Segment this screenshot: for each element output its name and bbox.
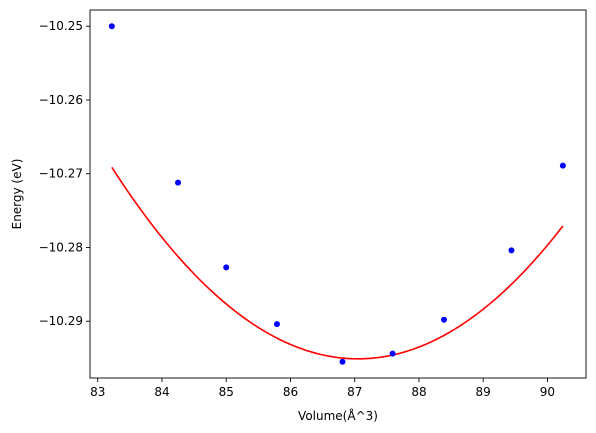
y-tick-label: −10.29 — [39, 314, 83, 328]
y-axis-label: Energy (eV) — [10, 159, 24, 230]
x-tick-label: 88 — [411, 385, 426, 399]
data-point — [559, 162, 566, 169]
data-point — [108, 23, 115, 30]
data-point — [223, 264, 230, 271]
data-point — [273, 321, 280, 328]
x-tick-label: 87 — [347, 385, 362, 399]
x-axis-ticks: 83 84 85 86 87 88 89 90 — [90, 378, 555, 399]
x-tick-label: 86 — [283, 385, 298, 399]
y-tick-label: −10.28 — [39, 240, 83, 254]
data-point — [389, 350, 396, 357]
x-tick-label: 84 — [154, 385, 169, 399]
plot-area — [90, 10, 586, 378]
x-axis-label: Volume(Å^3) — [298, 408, 378, 423]
fit-curve — [111, 166, 564, 360]
plot-frame — [89, 9, 587, 379]
y-tick-label: −10.26 — [39, 93, 83, 107]
y-tick-label: −10.27 — [39, 167, 83, 181]
data-point — [441, 316, 448, 323]
data-point — [339, 358, 346, 365]
data-point — [508, 247, 515, 254]
data-point — [175, 179, 182, 186]
y-axis-ticks: −10.25 −10.26 −10.27 −10.28 −10.29 — [39, 19, 90, 328]
x-tick-label: 90 — [540, 385, 555, 399]
x-tick-label: 89 — [476, 385, 491, 399]
x-tick-label: 85 — [219, 385, 234, 399]
x-tick-label: 83 — [90, 385, 105, 399]
data-points — [108, 23, 566, 365]
y-tick-label: −10.25 — [39, 19, 83, 33]
